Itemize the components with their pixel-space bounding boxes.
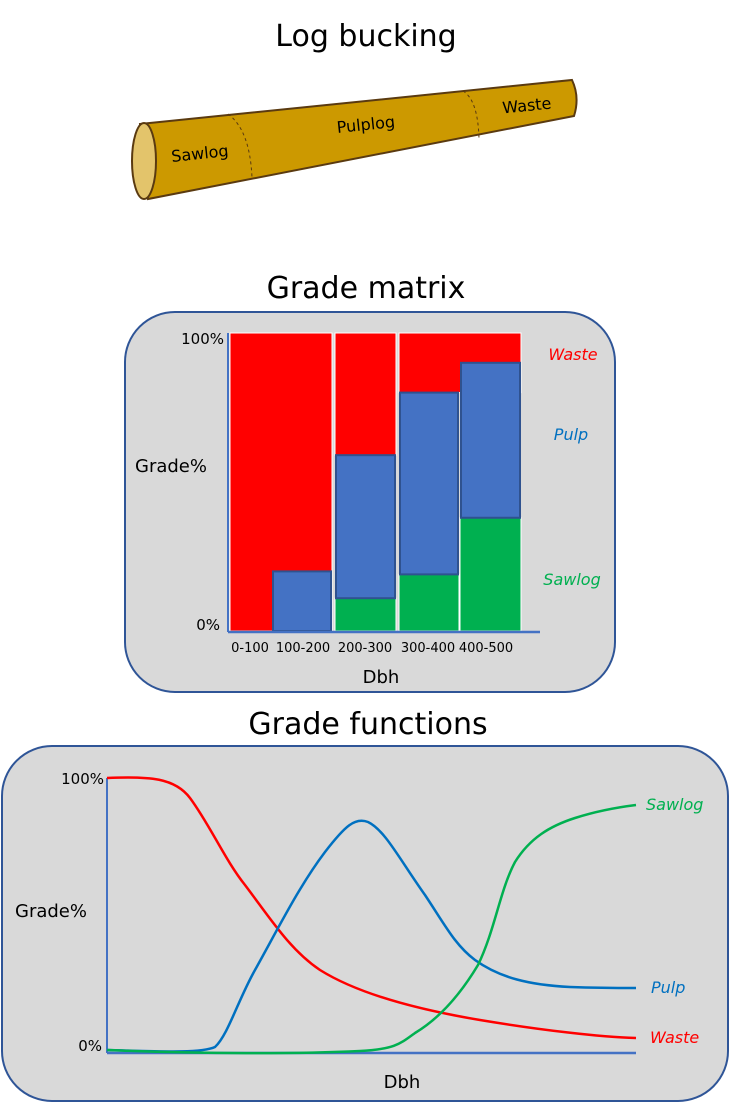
functions-ytick-top: 100%	[61, 770, 104, 788]
matrix-title: Grade matrix	[267, 271, 466, 306]
functions-xlabel: Dbh	[384, 1072, 421, 1093]
pulp-curve	[106, 819, 637, 1053]
matrix-legend-sawlog: Sawlog	[543, 570, 600, 589]
waste-bar-200-300	[334, 332, 397, 456]
sawlog-bar-400-500	[459, 517, 522, 632]
sawlog-bar-200-300	[334, 597, 397, 632]
pulp-bar-300-400	[399, 391, 459, 576]
cut-line-2	[462, 90, 480, 140]
waste-curve	[106, 776, 637, 1040]
matrix-ytick-bottom: 0%	[196, 616, 220, 634]
functions-ylabel: Grade%	[15, 901, 87, 922]
matrix-ytick-top: 100%	[181, 330, 224, 348]
matrix-xtick-200-300: 200-300	[338, 641, 392, 656]
functions-legend-sawlog: Sawlog	[646, 795, 703, 814]
matrix-xlabel: Dbh	[363, 667, 400, 688]
functions-legend-pulp: Pulp	[651, 978, 685, 997]
matrix-xtick-400-500: 400-500	[459, 641, 513, 656]
pulp-bar-200-300	[335, 454, 396, 600]
matrix-xtick-0-100: 0-100	[231, 641, 269, 656]
sawlog-bar-300-400	[398, 573, 460, 632]
cut-line-1	[227, 113, 253, 179]
matrix-legend-pulp: Pulp	[554, 425, 588, 444]
functions-title: Grade functions	[248, 707, 487, 742]
functions-ytick-bottom: 0%	[78, 1037, 102, 1055]
matrix-xtick-300-400: 300-400	[401, 641, 455, 656]
matrix-ylabel: Grade%	[135, 456, 207, 477]
matrix-xticks: 0-100 100-200 200-300 300-400 400-500	[231, 641, 513, 656]
functions-legend-waste: Waste	[650, 1028, 699, 1047]
log: Sawlog Pulplog Waste	[131, 78, 578, 201]
log-title: Log bucking	[275, 19, 456, 54]
matrix-xtick-100-200: 100-200	[276, 641, 330, 656]
pulp-bar-100-200	[272, 570, 332, 633]
matrix-bars	[229, 332, 522, 633]
sawlog-curve	[106, 803, 637, 1055]
log-end	[131, 122, 157, 200]
functions-panel	[1, 745, 729, 1102]
matrix-legend-waste: Waste	[548, 345, 597, 364]
pulp-bar-400-500	[460, 361, 521, 519]
log-body	[138, 78, 578, 201]
